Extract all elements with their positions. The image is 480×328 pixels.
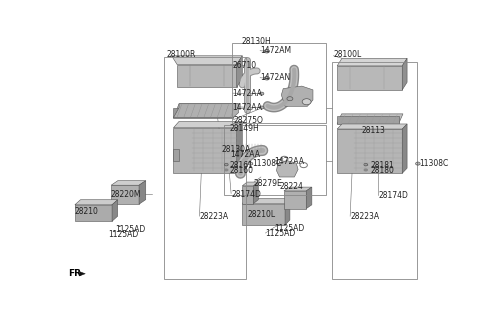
Polygon shape: [173, 149, 179, 161]
Polygon shape: [284, 187, 312, 191]
Text: 28149H: 28149H: [229, 124, 259, 133]
Polygon shape: [242, 198, 290, 203]
Polygon shape: [111, 185, 139, 204]
Polygon shape: [242, 182, 258, 186]
Polygon shape: [237, 56, 242, 87]
Text: 1472AA: 1472AA: [233, 103, 263, 112]
Text: 28130H: 28130H: [241, 37, 271, 46]
Polygon shape: [173, 121, 242, 128]
Circle shape: [259, 106, 264, 109]
Polygon shape: [337, 114, 403, 124]
Circle shape: [302, 99, 311, 105]
Text: 1472AN: 1472AN: [260, 73, 290, 82]
Polygon shape: [111, 181, 146, 185]
Text: 1472AA: 1472AA: [230, 150, 260, 159]
Circle shape: [277, 224, 279, 226]
Text: 28180: 28180: [371, 166, 395, 175]
Polygon shape: [173, 108, 233, 118]
Polygon shape: [177, 65, 237, 87]
Text: 1125AD: 1125AD: [115, 225, 145, 234]
Polygon shape: [402, 58, 407, 90]
Text: 28224: 28224: [279, 182, 303, 191]
Polygon shape: [306, 187, 312, 209]
Text: 1125AD: 1125AD: [265, 229, 296, 238]
Circle shape: [264, 50, 269, 53]
Text: 11308C: 11308C: [419, 159, 448, 168]
Text: 11308C: 11308C: [252, 159, 282, 168]
Polygon shape: [337, 66, 402, 90]
Bar: [224, 125, 326, 195]
Polygon shape: [242, 186, 253, 203]
Text: 28100L: 28100L: [334, 50, 361, 59]
Polygon shape: [237, 121, 242, 173]
Circle shape: [259, 92, 264, 95]
Text: 28174D: 28174D: [378, 191, 408, 200]
Polygon shape: [172, 56, 242, 65]
Polygon shape: [79, 272, 85, 276]
Text: 28223A: 28223A: [350, 212, 379, 221]
Text: 28220M: 28220M: [110, 190, 141, 199]
Text: 26710: 26710: [233, 61, 257, 70]
Text: 28174D: 28174D: [231, 190, 261, 199]
Polygon shape: [337, 124, 407, 129]
Text: 28279E: 28279E: [253, 179, 282, 188]
Polygon shape: [173, 128, 237, 173]
Polygon shape: [75, 205, 112, 221]
Text: 28275O: 28275O: [233, 116, 263, 125]
Text: 28181: 28181: [371, 161, 395, 170]
Polygon shape: [112, 200, 118, 221]
Text: 1125AD: 1125AD: [108, 230, 139, 239]
Bar: [332, 62, 417, 279]
Text: 28160: 28160: [229, 166, 253, 175]
Text: 1125AD: 1125AD: [274, 224, 304, 233]
Polygon shape: [281, 86, 313, 106]
Text: 28161: 28161: [229, 161, 253, 170]
Text: 28210L: 28210L: [248, 210, 276, 219]
Circle shape: [287, 97, 293, 101]
Polygon shape: [337, 129, 402, 173]
Polygon shape: [173, 104, 239, 118]
Polygon shape: [337, 116, 398, 124]
Text: 28210: 28210: [75, 207, 99, 215]
Circle shape: [264, 76, 269, 80]
Circle shape: [363, 168, 368, 172]
Text: 28130A: 28130A: [222, 145, 251, 154]
Text: 1472AM: 1472AM: [260, 46, 291, 55]
Bar: [164, 57, 246, 279]
Polygon shape: [242, 203, 285, 225]
Circle shape: [113, 231, 115, 232]
Text: 28113: 28113: [361, 126, 385, 135]
Polygon shape: [402, 124, 407, 173]
Bar: [232, 43, 326, 123]
Polygon shape: [253, 182, 258, 203]
Polygon shape: [276, 161, 298, 177]
Polygon shape: [285, 198, 290, 225]
Text: 1472AA: 1472AA: [233, 89, 263, 98]
Circle shape: [119, 225, 120, 227]
Text: 28100R: 28100R: [166, 50, 195, 59]
Polygon shape: [173, 104, 239, 118]
Polygon shape: [337, 58, 407, 66]
Text: 1472AA: 1472AA: [274, 157, 304, 166]
Polygon shape: [139, 181, 146, 204]
Text: 28223A: 28223A: [200, 212, 228, 221]
Polygon shape: [284, 191, 306, 209]
Text: FR: FR: [68, 269, 81, 278]
Circle shape: [224, 168, 228, 172]
Polygon shape: [75, 200, 118, 205]
Circle shape: [271, 229, 274, 230]
